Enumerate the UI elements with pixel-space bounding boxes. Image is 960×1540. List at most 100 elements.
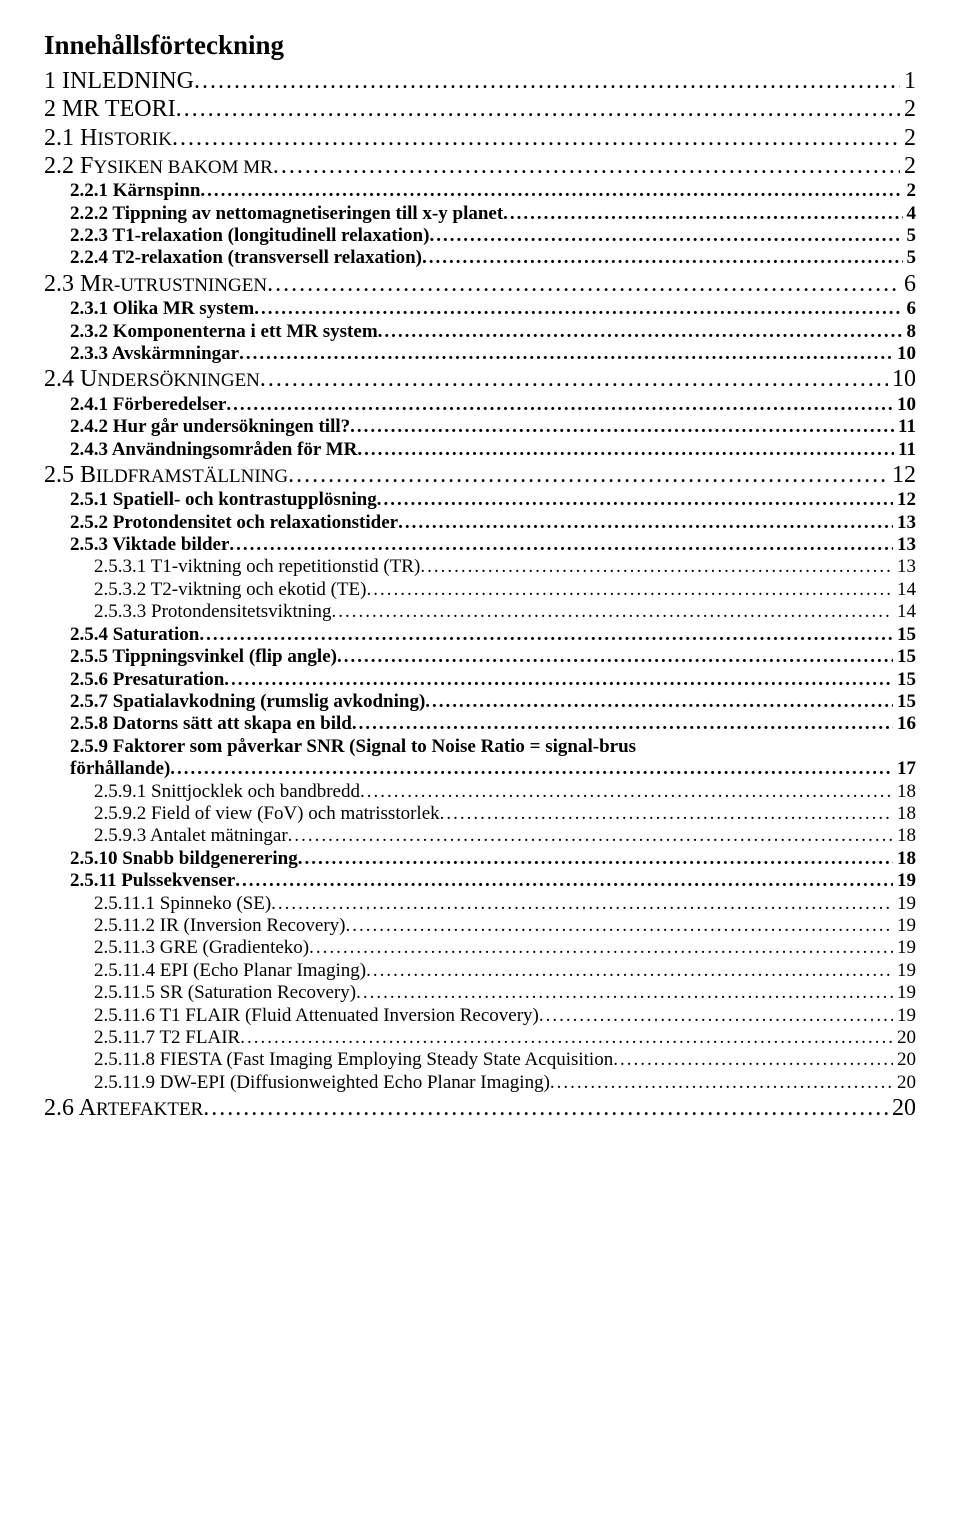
toc-label: 2.3.1 Olika MR system (70, 298, 254, 320)
toc-leader-dots (298, 848, 893, 870)
toc-entry: 2.5.7 Spatialavkodning (rumslig avkodnin… (44, 691, 916, 713)
toc-text-rest: ILDFRAMSTÄLLNING (96, 466, 288, 487)
toc-entry: 2.6 ARTEFAKTER20 (44, 1094, 916, 1122)
toc-label: 2.5.11.7 T2 FLAIR (94, 1027, 240, 1049)
toc-page: 4 (903, 203, 917, 225)
toc-entry: 2.5.11.1 Spinneko (SE)19 (44, 893, 916, 915)
toc-leader-dots (260, 365, 888, 393)
toc-entry: 2.4.1 Förberedelser 10 (44, 394, 916, 416)
toc-text-first: H (80, 125, 97, 151)
toc-label: 2.4 UNDERSÖKNINGEN (44, 365, 260, 393)
toc-label: 2.2.1 Kärnspinn (70, 180, 200, 202)
toc-page: 14 (893, 601, 916, 623)
toc-entry: 2.5 BILDFRAMSTÄLLNING12 (44, 461, 916, 489)
toc-label: 2.5.11.4 EPI (Echo Planar Imaging) (94, 960, 366, 982)
toc-label: 2.3 MR-UTRUSTNINGEN (44, 270, 267, 298)
toc-label: 2.5.11.8 FIESTA (Fast Imaging Employing … (94, 1049, 613, 1071)
toc-entry: 2.5.9.2 Field of view (FoV) och matrisst… (44, 803, 916, 825)
toc-page: 13 (893, 512, 916, 534)
toc-label: 2.5.7 Spatialavkodning (rumslig avkodnin… (70, 691, 425, 713)
toc-page: 10 (893, 394, 916, 416)
toc-label: 2.5.11.2 IR (Inversion Recovery) (94, 915, 346, 937)
toc-leader-dots (425, 691, 893, 713)
toc-entry: 1 INLEDNING1 (44, 67, 916, 95)
toc-page: 12 (893, 489, 916, 511)
toc-entry: 2.5.8 Datorns sätt att skapa en bild16 (44, 713, 916, 735)
toc-entry: 2.5.3.2 T2-viktning och ekotid (TE)14 (44, 579, 916, 601)
toc-label: 2.5.4 Saturation (70, 624, 199, 646)
toc-label: 2.5.11.1 Spinneko (SE) (94, 893, 271, 915)
toc-leader-dots (240, 1027, 893, 1049)
toc-leader-dots (224, 669, 893, 691)
toc-page: 15 (893, 691, 916, 713)
toc-label: förhållande) (70, 758, 170, 780)
toc-text-first: M (80, 271, 101, 297)
toc-page: 15 (893, 624, 916, 646)
toc-label: 2.5 BILDFRAMSTÄLLNING (44, 461, 288, 489)
toc-entry: 2.5.5 Tippningsvinkel (flip angle)15 (44, 646, 916, 668)
toc-entry: 2.5.2 Protondensitet och relaxationstide… (44, 512, 916, 534)
toc-label: 2.5.9.3 Antalet mätningar (94, 825, 288, 847)
toc-entry: 2.5.11.7 T2 FLAIR20 (44, 1027, 916, 1049)
toc-leader-dots (440, 803, 893, 825)
toc-label: 2.5.6 Presaturation (70, 669, 224, 691)
toc-title: Innehållsförteckning (44, 30, 916, 61)
toc-label: 2.5.2 Protondensitet och relaxationstide… (70, 512, 398, 534)
toc-leader-dots (254, 298, 902, 320)
toc-label: 2.4.1 Förberedelser (70, 394, 226, 416)
toc-page: 10 (888, 365, 916, 393)
toc-label: 1 INLEDNING (44, 67, 194, 95)
toc-entry: 2.5.11.3 GRE (Gradienteko)19 (44, 937, 916, 959)
toc-label: 2.2.2 Tippning av nettomagnetiseringen t… (70, 203, 503, 225)
toc-page: 13 (893, 556, 916, 578)
toc-page: 2 (900, 124, 916, 152)
toc-page: 18 (893, 825, 916, 847)
toc-leader-dots (194, 67, 900, 95)
toc-page: 20 (888, 1094, 916, 1122)
toc-leader-dots (422, 247, 903, 269)
toc-leader-dots (503, 203, 902, 225)
toc-leader-dots (356, 982, 893, 1004)
toc-leader-dots (235, 870, 893, 892)
toc-text-rest: YSIKEN BAKOM MR (93, 157, 272, 178)
toc-entry: 2.5.9.1 Snittjocklek och bandbredd18 (44, 781, 916, 803)
toc-leader-dots (366, 960, 893, 982)
toc-leader-dots (366, 579, 893, 601)
toc-page: 6 (900, 270, 916, 298)
toc-page: 19 (893, 1005, 916, 1027)
toc-entry: 2.4.2 Hur går undersökningen till?11 (44, 416, 916, 438)
toc-entry: 2.5.6 Presaturation15 (44, 669, 916, 691)
toc-label: 2.5.11.9 DW-EPI (Diffusionweighted Echo … (94, 1072, 550, 1094)
toc-leader-dots (309, 937, 893, 959)
toc-page: 5 (903, 247, 917, 269)
toc-leader-dots (199, 624, 893, 646)
toc-page: 10 (893, 343, 916, 365)
toc-page: 19 (893, 982, 916, 1004)
toc-label: 2.2.4 T2-relaxation (transversell relaxa… (70, 247, 422, 269)
toc-leader-dots (176, 95, 900, 123)
toc-entry: 2.2.4 T2-relaxation (transversell relaxa… (44, 247, 916, 269)
toc-leader-dots (229, 534, 893, 556)
toc-entry: 2.2.3 T1-relaxation (longitudinell relax… (44, 225, 916, 247)
toc-label: 2.5.8 Datorns sätt att skapa en bild (70, 713, 352, 735)
toc-leader-dots (200, 180, 902, 202)
toc-label: 2.3.3 Avskärmningar (70, 343, 239, 365)
toc-entry: 2.2.2 Tippning av nettomagnetiseringen t… (44, 203, 916, 225)
toc-page: 15 (893, 646, 916, 668)
toc-leader-dots (203, 1094, 888, 1122)
toc-text-rest: R-UTRUSTNINGEN (101, 275, 267, 296)
toc-page: 11 (894, 416, 916, 438)
toc-leader-dots (273, 152, 900, 180)
toc-label: 2.2.3 T1-relaxation (longitudinell relax… (70, 225, 429, 247)
toc-entry: 2.3.2 Komponenterna i ett MR system8 (44, 321, 916, 343)
toc-label: 2.5.11.5 SR (Saturation Recovery) (94, 982, 356, 1004)
toc-entry: 2.5.9 Faktorer som påverkar SNR (Signal … (44, 736, 916, 758)
toc-label: 2.5.11 Pulssekvenser (70, 870, 235, 892)
toc-entry: 2.5.9.3 Antalet mätningar 18 (44, 825, 916, 847)
toc-label: 2.5.1 Spatiell- och kontrastupplösning (70, 489, 377, 511)
toc-label: 2.5.3.1 T1-viktning och repetitionstid (… (94, 556, 420, 578)
toc-entry: 2.5.3 Viktade bilder13 (44, 534, 916, 556)
toc-page: 2 (900, 95, 916, 123)
toc-label: 2.5.9.2 Field of view (FoV) och matrisst… (94, 803, 440, 825)
toc-leader-dots (337, 646, 893, 668)
